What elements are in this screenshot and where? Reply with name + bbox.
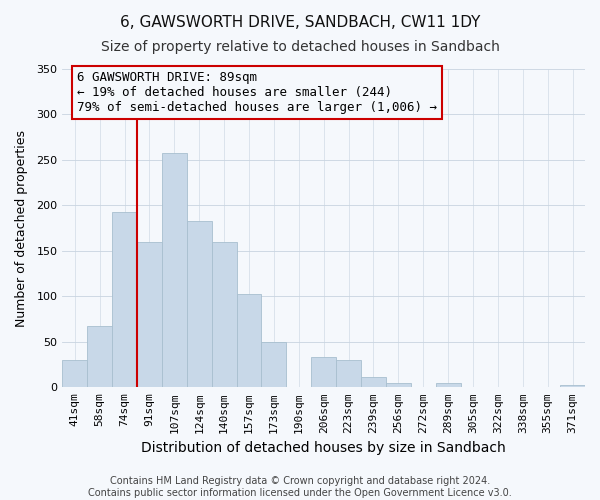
Bar xyxy=(187,221,212,388)
Bar xyxy=(560,386,585,388)
Bar xyxy=(112,212,137,388)
Bar xyxy=(236,294,262,388)
Bar xyxy=(212,242,236,388)
Text: 6 GAWSWORTH DRIVE: 89sqm
← 19% of detached houses are smaller (244)
79% of semi-: 6 GAWSWORTH DRIVE: 89sqm ← 19% of detach… xyxy=(77,71,437,114)
Bar xyxy=(87,326,112,388)
Bar xyxy=(386,383,411,388)
Bar xyxy=(311,358,336,388)
Bar xyxy=(162,152,187,388)
Text: 6, GAWSWORTH DRIVE, SANDBACH, CW11 1DY: 6, GAWSWORTH DRIVE, SANDBACH, CW11 1DY xyxy=(120,15,480,30)
Bar xyxy=(262,342,286,388)
Bar xyxy=(137,242,162,388)
Text: Contains HM Land Registry data © Crown copyright and database right 2024.
Contai: Contains HM Land Registry data © Crown c… xyxy=(88,476,512,498)
X-axis label: Distribution of detached houses by size in Sandbach: Distribution of detached houses by size … xyxy=(141,441,506,455)
Bar xyxy=(361,378,386,388)
Bar xyxy=(336,360,361,388)
Text: Size of property relative to detached houses in Sandbach: Size of property relative to detached ho… xyxy=(101,40,499,54)
Bar xyxy=(62,360,87,388)
Bar xyxy=(436,383,461,388)
Y-axis label: Number of detached properties: Number of detached properties xyxy=(15,130,28,326)
